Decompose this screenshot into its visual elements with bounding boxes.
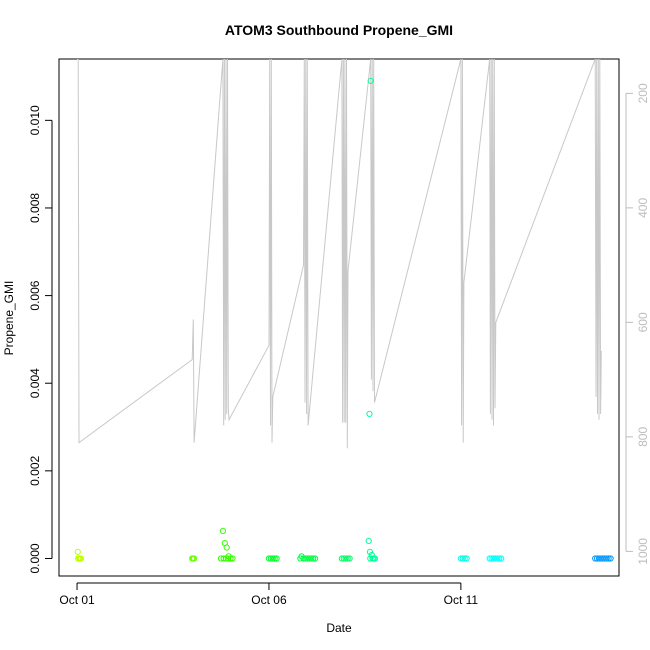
right-tick-label: 600 (636, 312, 650, 332)
data-point (269, 555, 276, 562)
data-point (222, 555, 230, 562)
data-point (461, 555, 468, 562)
data-point (229, 555, 236, 562)
data-point (592, 555, 599, 562)
y-axis-right: 200 400 600 800 1000 (625, 83, 650, 565)
data-point (371, 555, 378, 562)
data-point (311, 555, 319, 562)
data-point (490, 555, 497, 562)
data-point (340, 555, 347, 562)
right-tick-label: 800 (636, 427, 650, 447)
data-point (459, 555, 466, 562)
data-point (227, 555, 234, 562)
data-point (310, 555, 317, 562)
data-point (223, 544, 230, 551)
data-point (74, 548, 81, 556)
data-point (594, 555, 601, 562)
data-point (368, 551, 375, 559)
data-point (302, 555, 309, 562)
data-point (191, 555, 198, 562)
data-point (306, 555, 313, 562)
data-point (494, 555, 501, 562)
x-axis-label: Date (326, 621, 352, 635)
data-point (605, 555, 612, 562)
chart-title: ATOM3 Southbound Propene_GMI (225, 22, 453, 38)
pressure-line-layer (77, 59, 602, 449)
y-tick-label: 0.000 (28, 543, 42, 573)
y-tick-label: 0.010 (28, 105, 42, 135)
data-point (77, 555, 85, 562)
y-tick-label: 0.006 (28, 280, 42, 310)
x-axis: Oct 01 Oct 06 Oct 11 (59, 582, 479, 607)
data-point (496, 555, 503, 562)
right-tick-label: 1000 (636, 538, 650, 565)
data-point (342, 555, 349, 562)
data-point (220, 555, 227, 562)
data-point (366, 410, 373, 417)
data-point (273, 555, 280, 562)
x-tick-label: Oct 01 (59, 593, 95, 607)
data-point (308, 555, 315, 562)
data-point (457, 555, 464, 562)
data-point (304, 555, 311, 562)
data-point (367, 77, 374, 85)
data-point (267, 555, 274, 562)
data-point (300, 555, 307, 562)
data-point (338, 555, 345, 562)
x-tick-label: Oct 11 (444, 593, 479, 607)
x-tick-label: Oct 06 (251, 593, 287, 607)
data-point (607, 555, 614, 562)
y-tick-label: 0.004 (28, 368, 42, 398)
plot-frame (58, 58, 620, 577)
data-point (219, 527, 226, 535)
data-point (265, 555, 273, 562)
y-tick-label: 0.008 (28, 193, 42, 223)
data-point (224, 555, 231, 562)
data-point (271, 555, 278, 562)
data-point (367, 555, 374, 562)
data-point (601, 555, 608, 562)
right-tick-label: 400 (636, 198, 650, 218)
data-points-layer (74, 77, 614, 562)
data-point (595, 555, 603, 562)
y-axis-label: Propene_GMI (2, 281, 16, 356)
data-point (463, 555, 470, 562)
y-axis-left: 0.000 0.002 0.004 0.006 0.008 0.010 (28, 105, 53, 573)
pressure-line (77, 59, 602, 449)
data-point (346, 555, 353, 562)
data-point (603, 555, 610, 562)
data-point (492, 555, 499, 562)
data-point (365, 537, 372, 545)
data-point (366, 548, 373, 556)
data-point (344, 555, 351, 562)
right-tick-label: 200 (636, 83, 650, 103)
y-tick-label: 0.002 (28, 456, 42, 486)
data-point (498, 555, 505, 562)
